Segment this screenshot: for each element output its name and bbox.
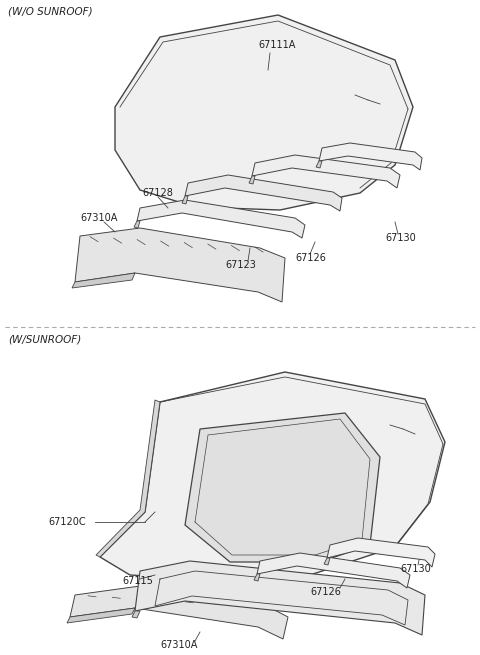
Polygon shape: [257, 553, 410, 588]
Polygon shape: [75, 228, 285, 302]
Polygon shape: [254, 574, 260, 581]
Text: (W/O SUNROOF): (W/O SUNROOF): [8, 7, 93, 17]
Polygon shape: [327, 538, 435, 567]
Text: 67120C: 67120C: [48, 517, 85, 527]
Polygon shape: [100, 372, 445, 579]
Polygon shape: [132, 611, 140, 618]
Polygon shape: [185, 413, 380, 562]
Polygon shape: [67, 608, 135, 623]
Polygon shape: [70, 586, 288, 639]
Polygon shape: [134, 221, 140, 228]
Text: 67130: 67130: [385, 233, 416, 243]
Polygon shape: [252, 155, 400, 188]
Polygon shape: [115, 15, 413, 210]
Polygon shape: [137, 200, 305, 238]
Text: 67126: 67126: [310, 587, 341, 597]
Text: 67111A: 67111A: [258, 40, 295, 50]
Polygon shape: [96, 400, 160, 557]
Text: 67310A: 67310A: [80, 213, 118, 223]
Polygon shape: [182, 196, 188, 204]
Text: 67310A: 67310A: [160, 640, 197, 650]
Text: (W/SUNROOF): (W/SUNROOF): [8, 335, 81, 345]
Text: 67123: 67123: [225, 260, 256, 270]
Text: 67130: 67130: [400, 564, 431, 574]
Polygon shape: [135, 561, 425, 635]
Polygon shape: [319, 143, 422, 170]
Polygon shape: [72, 273, 135, 288]
Polygon shape: [249, 176, 255, 184]
Polygon shape: [185, 175, 342, 211]
Polygon shape: [324, 558, 330, 565]
Text: 67128: 67128: [142, 188, 173, 198]
Polygon shape: [316, 161, 322, 168]
Text: 67115: 67115: [122, 576, 153, 586]
Text: 67126: 67126: [295, 253, 326, 263]
